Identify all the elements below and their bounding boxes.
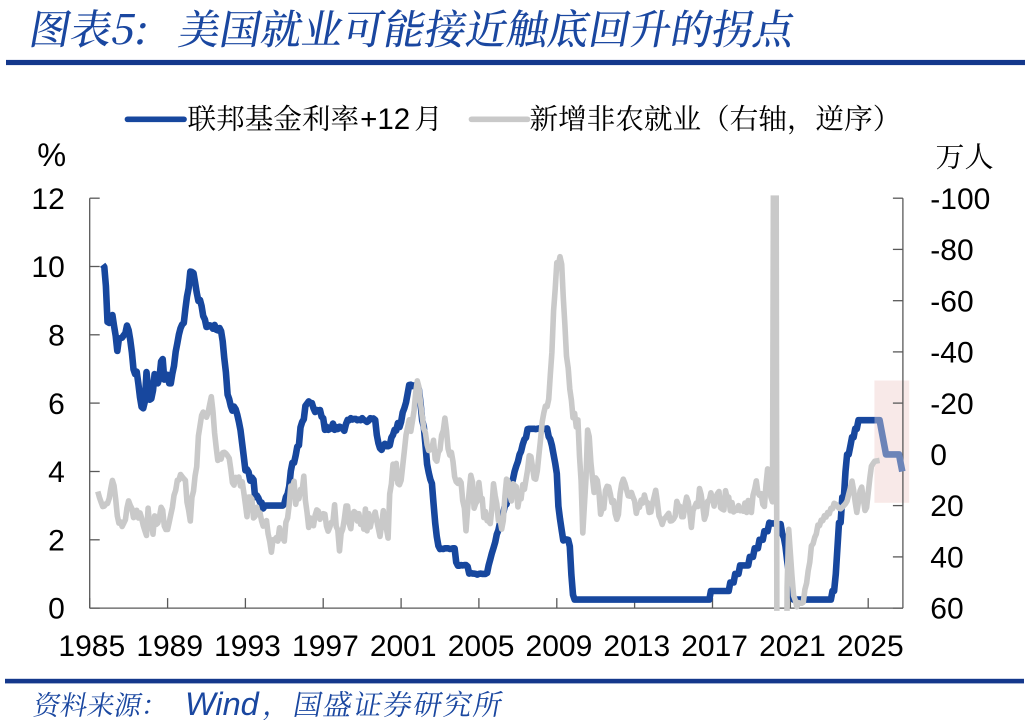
svg-text:1997: 1997 xyxy=(292,630,359,663)
svg-text:Wind: Wind xyxy=(185,686,260,720)
svg-text:-20: -20 xyxy=(930,388,973,421)
svg-text:4: 4 xyxy=(48,456,65,489)
svg-text:12: 12 xyxy=(31,183,64,216)
svg-text:-100: -100 xyxy=(930,183,990,216)
svg-text:0: 0 xyxy=(930,439,947,472)
svg-text:8: 8 xyxy=(48,319,65,352)
svg-text:-80: -80 xyxy=(930,234,973,267)
svg-text:-40: -40 xyxy=(930,337,973,370)
svg-text:10: 10 xyxy=(31,251,64,284)
svg-text:2001: 2001 xyxy=(370,630,437,663)
svg-text:20: 20 xyxy=(930,490,963,523)
svg-text:-60: -60 xyxy=(930,285,973,318)
svg-text:40: 40 xyxy=(930,542,963,575)
svg-text:%: % xyxy=(37,137,66,173)
svg-text:2013: 2013 xyxy=(603,630,670,663)
svg-text:2021: 2021 xyxy=(759,630,826,663)
svg-text:2025: 2025 xyxy=(837,630,904,663)
svg-text:0: 0 xyxy=(48,593,65,626)
svg-text:1993: 1993 xyxy=(214,630,281,663)
svg-text:+12: +12 xyxy=(360,103,410,136)
svg-text:60: 60 xyxy=(930,593,963,626)
svg-text:1989: 1989 xyxy=(136,630,203,663)
svg-text:6: 6 xyxy=(48,388,65,421)
svg-text:2009: 2009 xyxy=(526,630,593,663)
svg-text:2005: 2005 xyxy=(448,630,515,663)
svg-text:2017: 2017 xyxy=(681,630,748,663)
svg-text:2: 2 xyxy=(48,524,65,557)
svg-text:1985: 1985 xyxy=(58,630,125,663)
